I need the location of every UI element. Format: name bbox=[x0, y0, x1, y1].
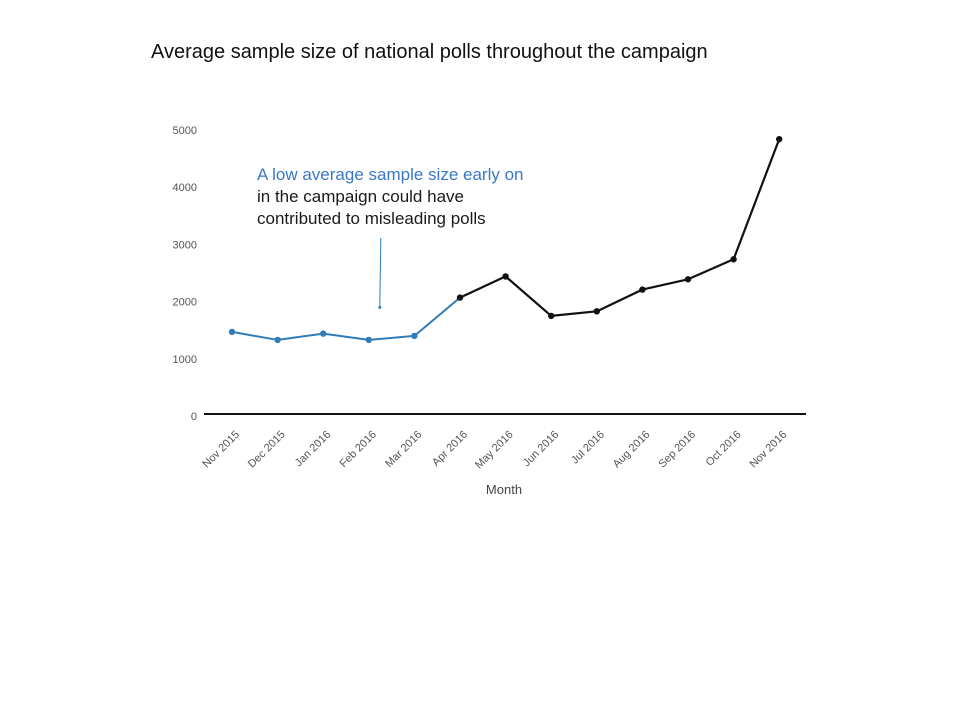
x-tick-label: Sep 2016 bbox=[656, 429, 698, 471]
annotation: A low average sample size early on in th… bbox=[257, 164, 523, 230]
line-segment bbox=[276, 332, 325, 341]
x-axis: Nov 2015 Dec 2015 Jan 2016 Feb 2016 Mar 2016… bbox=[200, 429, 789, 472]
line-segment bbox=[550, 310, 598, 317]
series-lines bbox=[231, 138, 781, 341]
line-segment bbox=[231, 330, 279, 341]
x-tick-label: Feb 2016 bbox=[338, 429, 379, 470]
line-segment bbox=[595, 288, 644, 313]
x-tick-label: Dec 2015 bbox=[246, 429, 288, 471]
series-points bbox=[228, 135, 783, 344]
annotation-line-2: in the campaign could have bbox=[257, 187, 464, 206]
y-tick-label: 2000 bbox=[173, 297, 197, 309]
x-tick-label: Jul 2016 bbox=[569, 429, 607, 467]
data-point bbox=[776, 135, 783, 143]
data-point bbox=[456, 294, 464, 301]
line-segment bbox=[322, 332, 370, 341]
annotation-pointer-dot bbox=[378, 305, 382, 309]
y-tick-label: 5000 bbox=[173, 125, 197, 137]
data-point bbox=[228, 328, 236, 336]
line-segment bbox=[367, 334, 416, 341]
x-tick-label: Nov 2016 bbox=[748, 429, 790, 471]
x-tick-label: Mar 2016 bbox=[383, 429, 424, 470]
annotation-pointer bbox=[379, 237, 382, 308]
data-point bbox=[365, 336, 372, 344]
x-tick-label: Jan 2016 bbox=[293, 429, 333, 469]
x-tick-label: Jun 2016 bbox=[521, 429, 561, 469]
data-point bbox=[548, 312, 555, 320]
data-point bbox=[593, 308, 600, 315]
line-segment bbox=[686, 258, 735, 281]
line-segment bbox=[458, 275, 507, 299]
data-point bbox=[684, 276, 692, 283]
y-tick-label: 1000 bbox=[173, 354, 197, 366]
data-point bbox=[639, 286, 646, 293]
data-point bbox=[730, 256, 737, 263]
x-tick-label: Apr 2016 bbox=[430, 429, 470, 469]
y-tick-label: 0 bbox=[191, 411, 197, 423]
y-tick-label: 3000 bbox=[173, 239, 197, 251]
x-tick-label: Nov 2015 bbox=[200, 429, 242, 471]
x-tick-label: Aug 2016 bbox=[611, 429, 653, 471]
data-point bbox=[502, 273, 509, 280]
line-segment bbox=[641, 278, 690, 291]
x-tick-label: May 2016 bbox=[473, 429, 516, 472]
data-point bbox=[320, 330, 327, 337]
annotation-line-3: contributed to misleading polls bbox=[257, 209, 486, 228]
line-segment bbox=[504, 275, 553, 317]
annotation-line-1: A low average sample size early on bbox=[257, 165, 524, 184]
x-tick-label: Oct 2016 bbox=[704, 429, 744, 469]
data-point bbox=[274, 336, 281, 344]
chart-title: Average sample size of national polls th… bbox=[151, 41, 708, 63]
line-segment bbox=[413, 296, 461, 337]
data-point bbox=[411, 332, 418, 340]
line-segment bbox=[732, 138, 781, 261]
y-tick-label: 4000 bbox=[173, 182, 197, 194]
x-axis-title: Month bbox=[486, 482, 522, 497]
y-axis: 0 1000 2000 3000 4000 5000 bbox=[173, 125, 197, 423]
